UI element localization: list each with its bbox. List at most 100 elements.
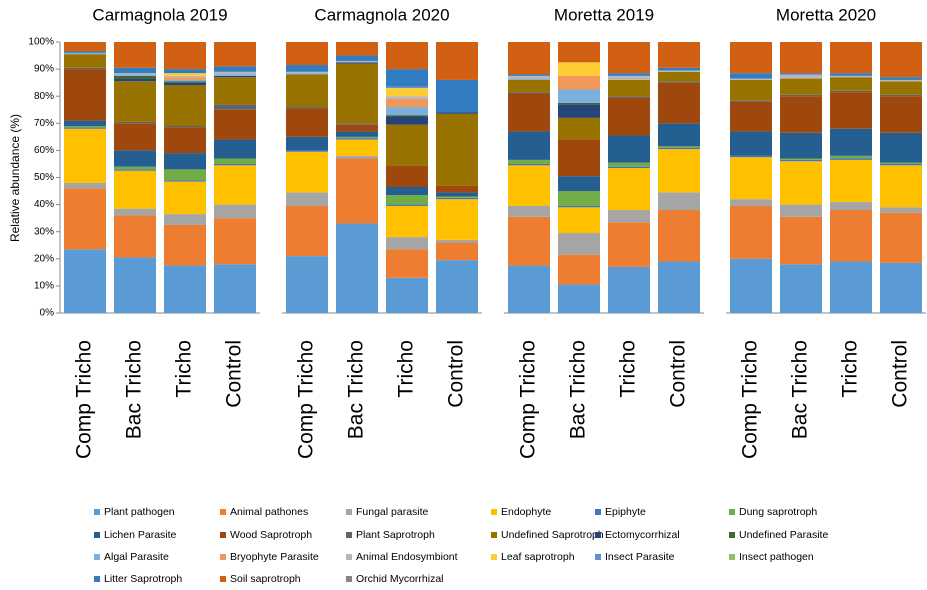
bar-segment — [658, 42, 700, 68]
x-tick-label: Control — [889, 340, 912, 408]
bar-segment — [286, 205, 328, 257]
bar-segment — [880, 77, 922, 80]
bar-segment — [64, 182, 106, 189]
bar-segment — [64, 126, 106, 128]
bar-segment — [558, 42, 600, 63]
bar-segment — [830, 159, 872, 202]
bar-segment — [386, 186, 428, 196]
bar-segment — [558, 139, 600, 177]
bar-segment — [386, 107, 428, 116]
bar-segment — [336, 158, 378, 224]
bar-segment — [114, 257, 156, 313]
bar-segment — [114, 78, 156, 82]
bar-segment — [730, 131, 772, 156]
bar-segment — [658, 71, 700, 82]
bar-segment — [64, 69, 106, 121]
bar-segment — [286, 71, 328, 74]
x-tick-label: Comp Tricho — [73, 340, 96, 459]
bar-segment — [880, 212, 922, 263]
bar-segment — [508, 92, 550, 94]
bar-segment — [386, 204, 428, 206]
bar-segment — [730, 155, 772, 158]
bar-segment — [730, 100, 772, 102]
bar-segment — [114, 150, 156, 167]
bar-segment — [730, 73, 772, 79]
bar-segment — [558, 233, 600, 255]
legend-label: Undefined Saprotroph — [501, 529, 604, 541]
legend-label: Plant pathogen — [104, 506, 175, 518]
bar-segment — [336, 123, 378, 125]
bar-segment — [780, 216, 822, 265]
legend-swatch — [346, 532, 352, 538]
bar-segment — [164, 81, 206, 83]
bar-segment — [436, 113, 478, 186]
bar-segment — [608, 42, 650, 74]
bar-segment — [830, 155, 872, 159]
y-tick-label: 80% — [34, 91, 54, 102]
bar-segment — [286, 192, 328, 206]
bar-segment — [508, 165, 550, 206]
bar-segment — [830, 210, 872, 262]
bar-segment — [830, 92, 872, 129]
bar-segment — [780, 158, 822, 160]
bar-segment — [114, 74, 156, 76]
x-tick-label: Tricho — [395, 340, 418, 398]
bar-segment — [114, 215, 156, 258]
bar-segment — [880, 42, 922, 78]
x-tick-label: Control — [445, 340, 468, 408]
bar-segment — [436, 260, 478, 313]
bar-segment — [730, 42, 772, 74]
bar-segment — [114, 121, 156, 124]
bar-segment — [508, 159, 550, 164]
bar-segment — [114, 42, 156, 68]
x-tick-label: Bac Tricho — [123, 340, 146, 439]
bar-segment — [164, 153, 206, 170]
bar-segment — [214, 66, 256, 72]
y-tick-label: 70% — [34, 118, 54, 129]
bar-segment — [558, 191, 600, 206]
bar-segment — [558, 207, 600, 234]
bar-segment — [64, 67, 106, 70]
bar-segment — [508, 163, 550, 166]
y-tick-label: 10% — [34, 281, 54, 292]
bar-segment — [164, 42, 206, 70]
bar-segment — [880, 81, 922, 95]
bar-segment — [880, 94, 922, 97]
bar-segment — [880, 207, 922, 213]
bar-segment — [436, 199, 478, 240]
panel-title: Carmagnola 2019 — [92, 5, 227, 24]
bar-segment — [436, 196, 478, 198]
bar-segment — [830, 75, 872, 78]
bar-segment — [386, 124, 428, 166]
bar-segment — [880, 132, 922, 163]
bar-segment — [114, 75, 156, 79]
bar-segment — [658, 192, 700, 211]
panel-title: Moretta 2020 — [776, 5, 876, 24]
bar-segment — [508, 42, 550, 75]
bar-segment — [64, 52, 106, 55]
bar-segment — [386, 98, 428, 108]
legend-label: Endophyte — [501, 506, 551, 518]
bar-segment — [880, 96, 922, 133]
bar-segment — [608, 75, 650, 80]
bar-segment — [558, 75, 600, 90]
bar-segment — [508, 205, 550, 217]
bar-segment — [386, 69, 428, 87]
x-tick-label: Comp Tricho — [517, 340, 540, 459]
bar-segment — [658, 82, 700, 124]
bar-segment — [164, 181, 206, 215]
bar-segment — [214, 158, 256, 164]
bar-segment — [336, 63, 378, 124]
bar-segment — [436, 242, 478, 261]
bar-segment — [64, 249, 106, 313]
legend-swatch — [729, 554, 735, 560]
bar-segment — [730, 101, 772, 132]
bar-segment — [164, 180, 206, 182]
legend-swatch — [729, 532, 735, 538]
bar-segment — [608, 96, 650, 98]
bar-segment — [830, 77, 872, 91]
bar-segment — [508, 93, 550, 132]
bar-segment — [880, 163, 922, 166]
bar-segment — [780, 78, 822, 95]
bar-segment — [558, 176, 600, 192]
